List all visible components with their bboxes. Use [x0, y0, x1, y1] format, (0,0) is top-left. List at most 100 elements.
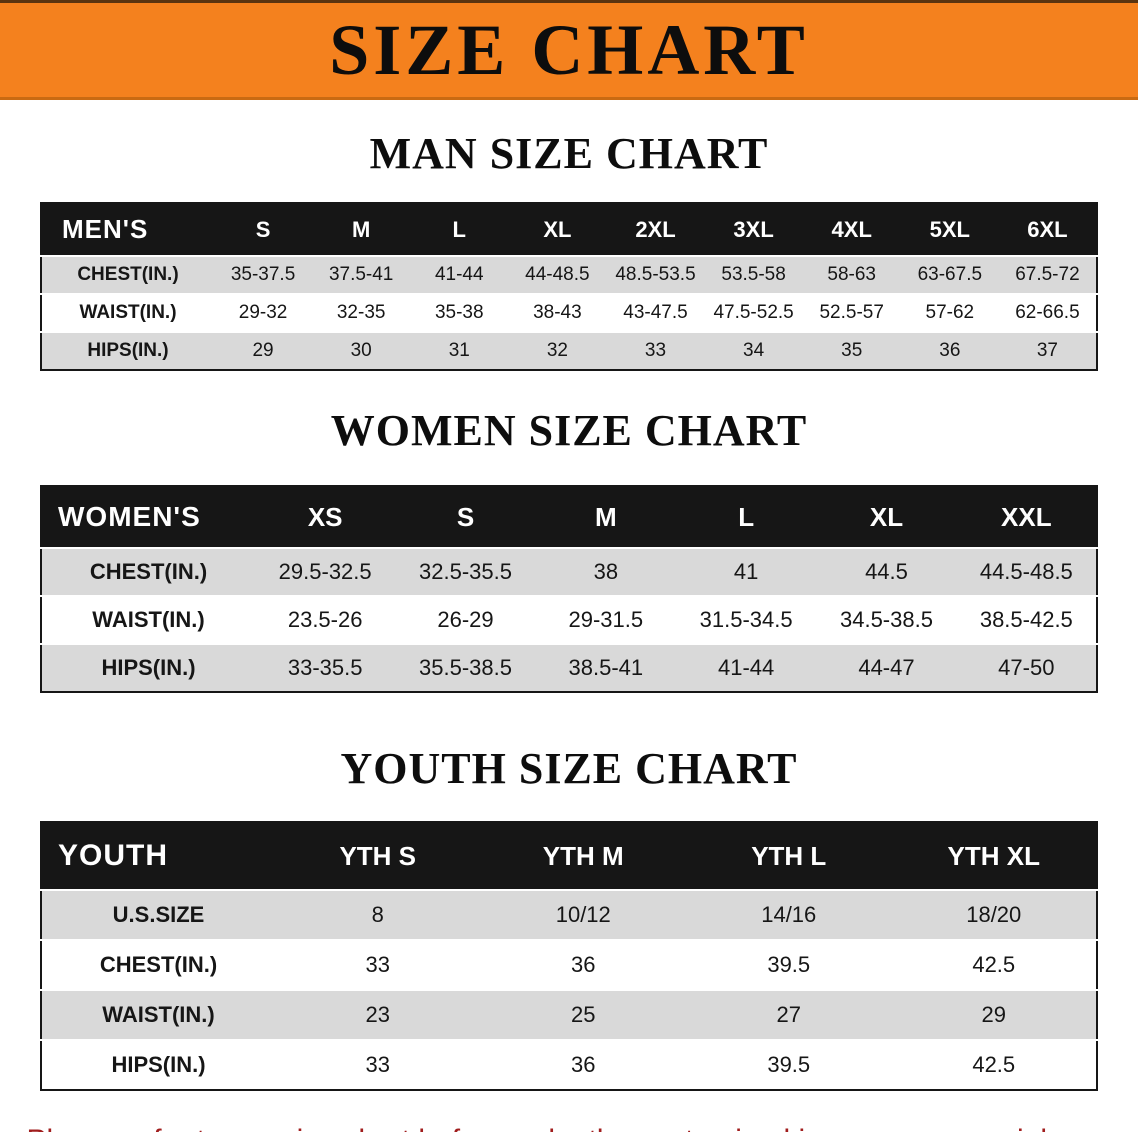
- table-row: HIPS(IN.) 33-35.5 35.5-38.5 38.5-41 41-44 44-…: [41, 644, 1097, 692]
- table-row: WAIST(IN.) 23.5-26 26-29 29-31.5 31.5-34.5 34…: [41, 596, 1097, 644]
- row-label: CHEST(IN.): [77, 264, 179, 285]
- women-section-heading: WOMEN SIZE CHART: [330, 406, 808, 455]
- data-cell: 29-32: [238, 302, 288, 323]
- data-cell: 33: [644, 340, 667, 361]
- data-cell: 38-43: [533, 302, 582, 323]
- data-cell: 42.5: [972, 1052, 1016, 1077]
- data-cell: 35.5-38.5: [419, 655, 512, 680]
- page-title: SIZE CHART: [329, 10, 809, 90]
- data-cell: 47.5-52.5: [713, 302, 794, 323]
- data-cell: 57-62: [925, 302, 975, 323]
- row-label: WAIST(IN.): [79, 302, 177, 323]
- men-section-heading: MAN SIZE CHART: [369, 129, 769, 178]
- data-cell: 36: [939, 340, 961, 361]
- women-size-section: WOMEN SIZE CHART WOMEN'S XS S M L XL XXL CHEST(…: [0, 409, 1138, 693]
- data-cell: 37: [1036, 340, 1058, 361]
- row-label: HIPS(IN.): [111, 1052, 206, 1077]
- data-cell: 32-35: [336, 302, 386, 323]
- data-cell: 31: [448, 340, 470, 361]
- size-column-header: 2XL: [635, 216, 676, 242]
- table-title-cell: MEN'S: [62, 214, 149, 244]
- data-cell: 44-47: [858, 655, 915, 680]
- data-cell: 38: [593, 559, 619, 584]
- data-cell: 35: [841, 340, 863, 361]
- size-column-header: M: [594, 501, 617, 532]
- disclaimer-note: Please refer to our size chart before or…: [27, 1121, 1112, 1132]
- size-column-header: 3XL: [733, 216, 774, 242]
- size-column-header: YTH M: [542, 840, 624, 871]
- data-cell: 29: [981, 1002, 1006, 1027]
- banner: SIZE CHART: [0, 0, 1138, 100]
- youth-size-section: YOUTH SIZE CHART YOUTH YTH S YTH M YTH L YTH…: [0, 747, 1138, 1091]
- data-cell: 41: [733, 559, 759, 584]
- size-column-header: XL: [869, 501, 904, 532]
- data-cell: 41-44: [718, 655, 775, 680]
- data-cell: 58-63: [827, 264, 877, 285]
- data-cell: 36: [571, 952, 596, 977]
- data-cell: 53.5-58: [721, 264, 786, 285]
- data-cell: 29: [252, 340, 274, 361]
- data-cell: 38.5-42.5: [979, 607, 1073, 632]
- data-cell: 63-67.5: [917, 264, 983, 285]
- table-row: HIPS(IN.) 29 30 31 32 33 34 35 36 37: [41, 332, 1097, 370]
- size-column-header: L: [738, 501, 755, 532]
- row-label: WAIST(IN.): [92, 607, 205, 632]
- size-column-header: 5XL: [929, 216, 970, 242]
- data-cell: 27: [776, 1002, 801, 1027]
- table-row: CHEST(IN.) 29.5-32.5 32.5-35.5 38 41 44.5 44.5…: [41, 548, 1097, 596]
- data-cell: 44-48.5: [525, 264, 590, 285]
- size-column-header: 4XL: [831, 216, 872, 242]
- data-cell: 67.5-72: [1015, 264, 1080, 285]
- men-size-section: MAN SIZE CHART MEN'S S M L XL 2XL 3XL 4XL 5XL 6XL…: [0, 132, 1138, 371]
- data-cell: 10/12: [555, 902, 611, 927]
- data-cell: 18/20: [966, 902, 1022, 927]
- table-title-cell: WOMEN'S: [58, 501, 201, 532]
- data-cell: 23.5-26: [287, 607, 363, 632]
- data-cell: 35-37.5: [230, 264, 296, 285]
- table-row: HIPS(IN.) 33 36 39.5 42.5: [41, 1040, 1097, 1090]
- size-column-header: XS: [307, 501, 343, 532]
- youth-section-heading: YOUTH SIZE CHART: [340, 744, 798, 793]
- data-cell: 32: [546, 340, 568, 361]
- data-cell: 34.5-38.5: [839, 607, 933, 632]
- table-row: U.S.SIZE 8 10/12 14/16 18/20: [41, 890, 1097, 940]
- size-column-header: YTH L: [751, 840, 827, 871]
- data-cell: 37.5-41: [328, 264, 394, 285]
- table-row: CHEST(IN.) 33 36 39.5 42.5: [41, 940, 1097, 990]
- data-cell: 38.5-41: [568, 655, 644, 680]
- data-cell: 30: [350, 340, 372, 361]
- data-cell: 29.5-32.5: [278, 559, 372, 584]
- size-column-header: XXL: [1001, 501, 1052, 532]
- data-cell: 8: [371, 902, 384, 927]
- data-cell: 47-50: [998, 655, 1055, 680]
- data-cell: 36: [571, 1052, 596, 1077]
- table-row: WAIST(IN.) 29-32 32-35 35-38 38-43 43-47.5 47.…: [41, 294, 1097, 332]
- data-cell: 35-38: [434, 302, 484, 323]
- data-cell: 39.5: [767, 952, 811, 977]
- data-cell: 44.5-48.5: [979, 559, 1073, 584]
- row-label: HIPS(IN.): [101, 655, 196, 680]
- data-cell: 25: [571, 1002, 596, 1027]
- data-cell: 29-31.5: [568, 607, 644, 632]
- data-cell: 33: [365, 1052, 390, 1077]
- table-row: CHEST(IN.) 35-37.5 37.5-41 41-44 44-48.5 48.5…: [41, 256, 1097, 294]
- size-column-header: YTH S: [339, 840, 417, 871]
- row-label: CHEST(IN.): [99, 952, 218, 977]
- data-cell: 32.5-35.5: [419, 559, 512, 584]
- data-cell: 62-66.5: [1015, 302, 1080, 323]
- data-cell: 39.5: [767, 1052, 811, 1077]
- disclaimer-line-1: Please refer to our size chart before or…: [27, 1121, 1112, 1132]
- data-cell: 42.5: [972, 952, 1016, 977]
- data-cell: 14/16: [761, 902, 817, 927]
- table-row: WAIST(IN.) 23 25 27 29: [41, 990, 1097, 1040]
- data-cell: 33: [365, 952, 390, 977]
- size-column-header: M: [352, 216, 371, 242]
- data-cell: 41-44: [434, 264, 484, 285]
- data-cell: 33-35.5: [287, 655, 363, 680]
- data-cell: 44.5: [865, 559, 908, 584]
- men-size-table: MEN'S S M L XL 2XL 3XL 4XL 5XL 6XL CHEST(IN.) 35-37…: [40, 202, 1098, 371]
- size-column-header: S: [456, 501, 475, 532]
- data-cell: 48.5-53.5: [615, 264, 696, 285]
- data-cell: 43-47.5: [623, 302, 688, 323]
